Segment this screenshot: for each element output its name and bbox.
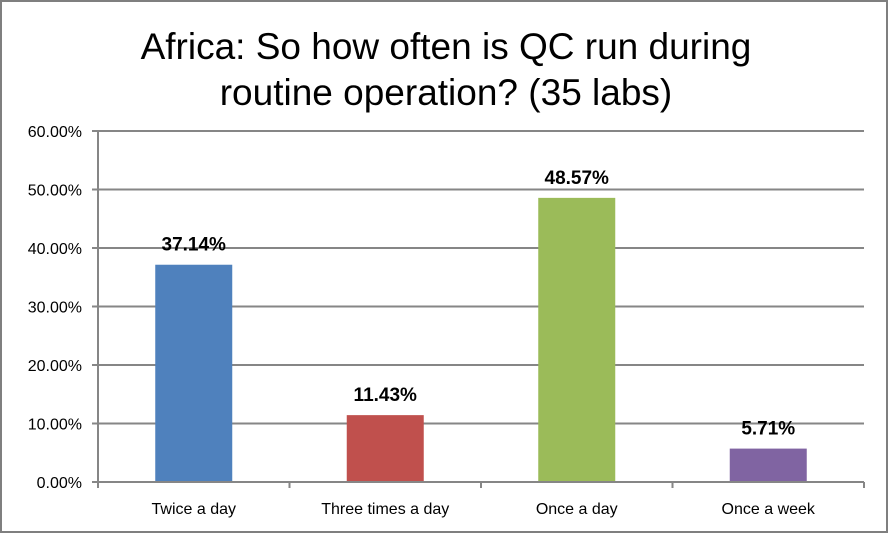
chart-title: Africa: So how often is QC run during ro… (2, 24, 888, 116)
chart-title-line-2: routine operation? (35 labs) (219, 72, 673, 113)
bar (346, 415, 424, 482)
x-tick-label: Three times a day (321, 501, 449, 518)
data-label: 48.57% (545, 168, 610, 189)
x-tick-label: Twice a day (152, 501, 236, 518)
bar (729, 448, 807, 482)
y-tick-label: 30.00% (28, 300, 82, 317)
y-tick-label: 40.00% (28, 241, 82, 258)
chart-title-line-1: Africa: So how often is QC run during (140, 26, 752, 67)
bar (155, 264, 233, 482)
y-tick-label: 50.00% (28, 183, 82, 200)
y-tick-label: 20.00% (28, 358, 82, 375)
y-tick-label: 10.00% (28, 417, 82, 434)
x-tick-label: Once a week (722, 501, 816, 518)
data-label: 5.71% (741, 419, 795, 440)
y-tick-label: 60.00% (28, 124, 82, 141)
data-label: 37.14% (162, 235, 227, 256)
y-tick-label: 0.00% (37, 475, 82, 492)
data-label: 11.43% (354, 385, 417, 406)
x-tick-label: Once a day (536, 501, 618, 518)
bar (538, 197, 616, 483)
